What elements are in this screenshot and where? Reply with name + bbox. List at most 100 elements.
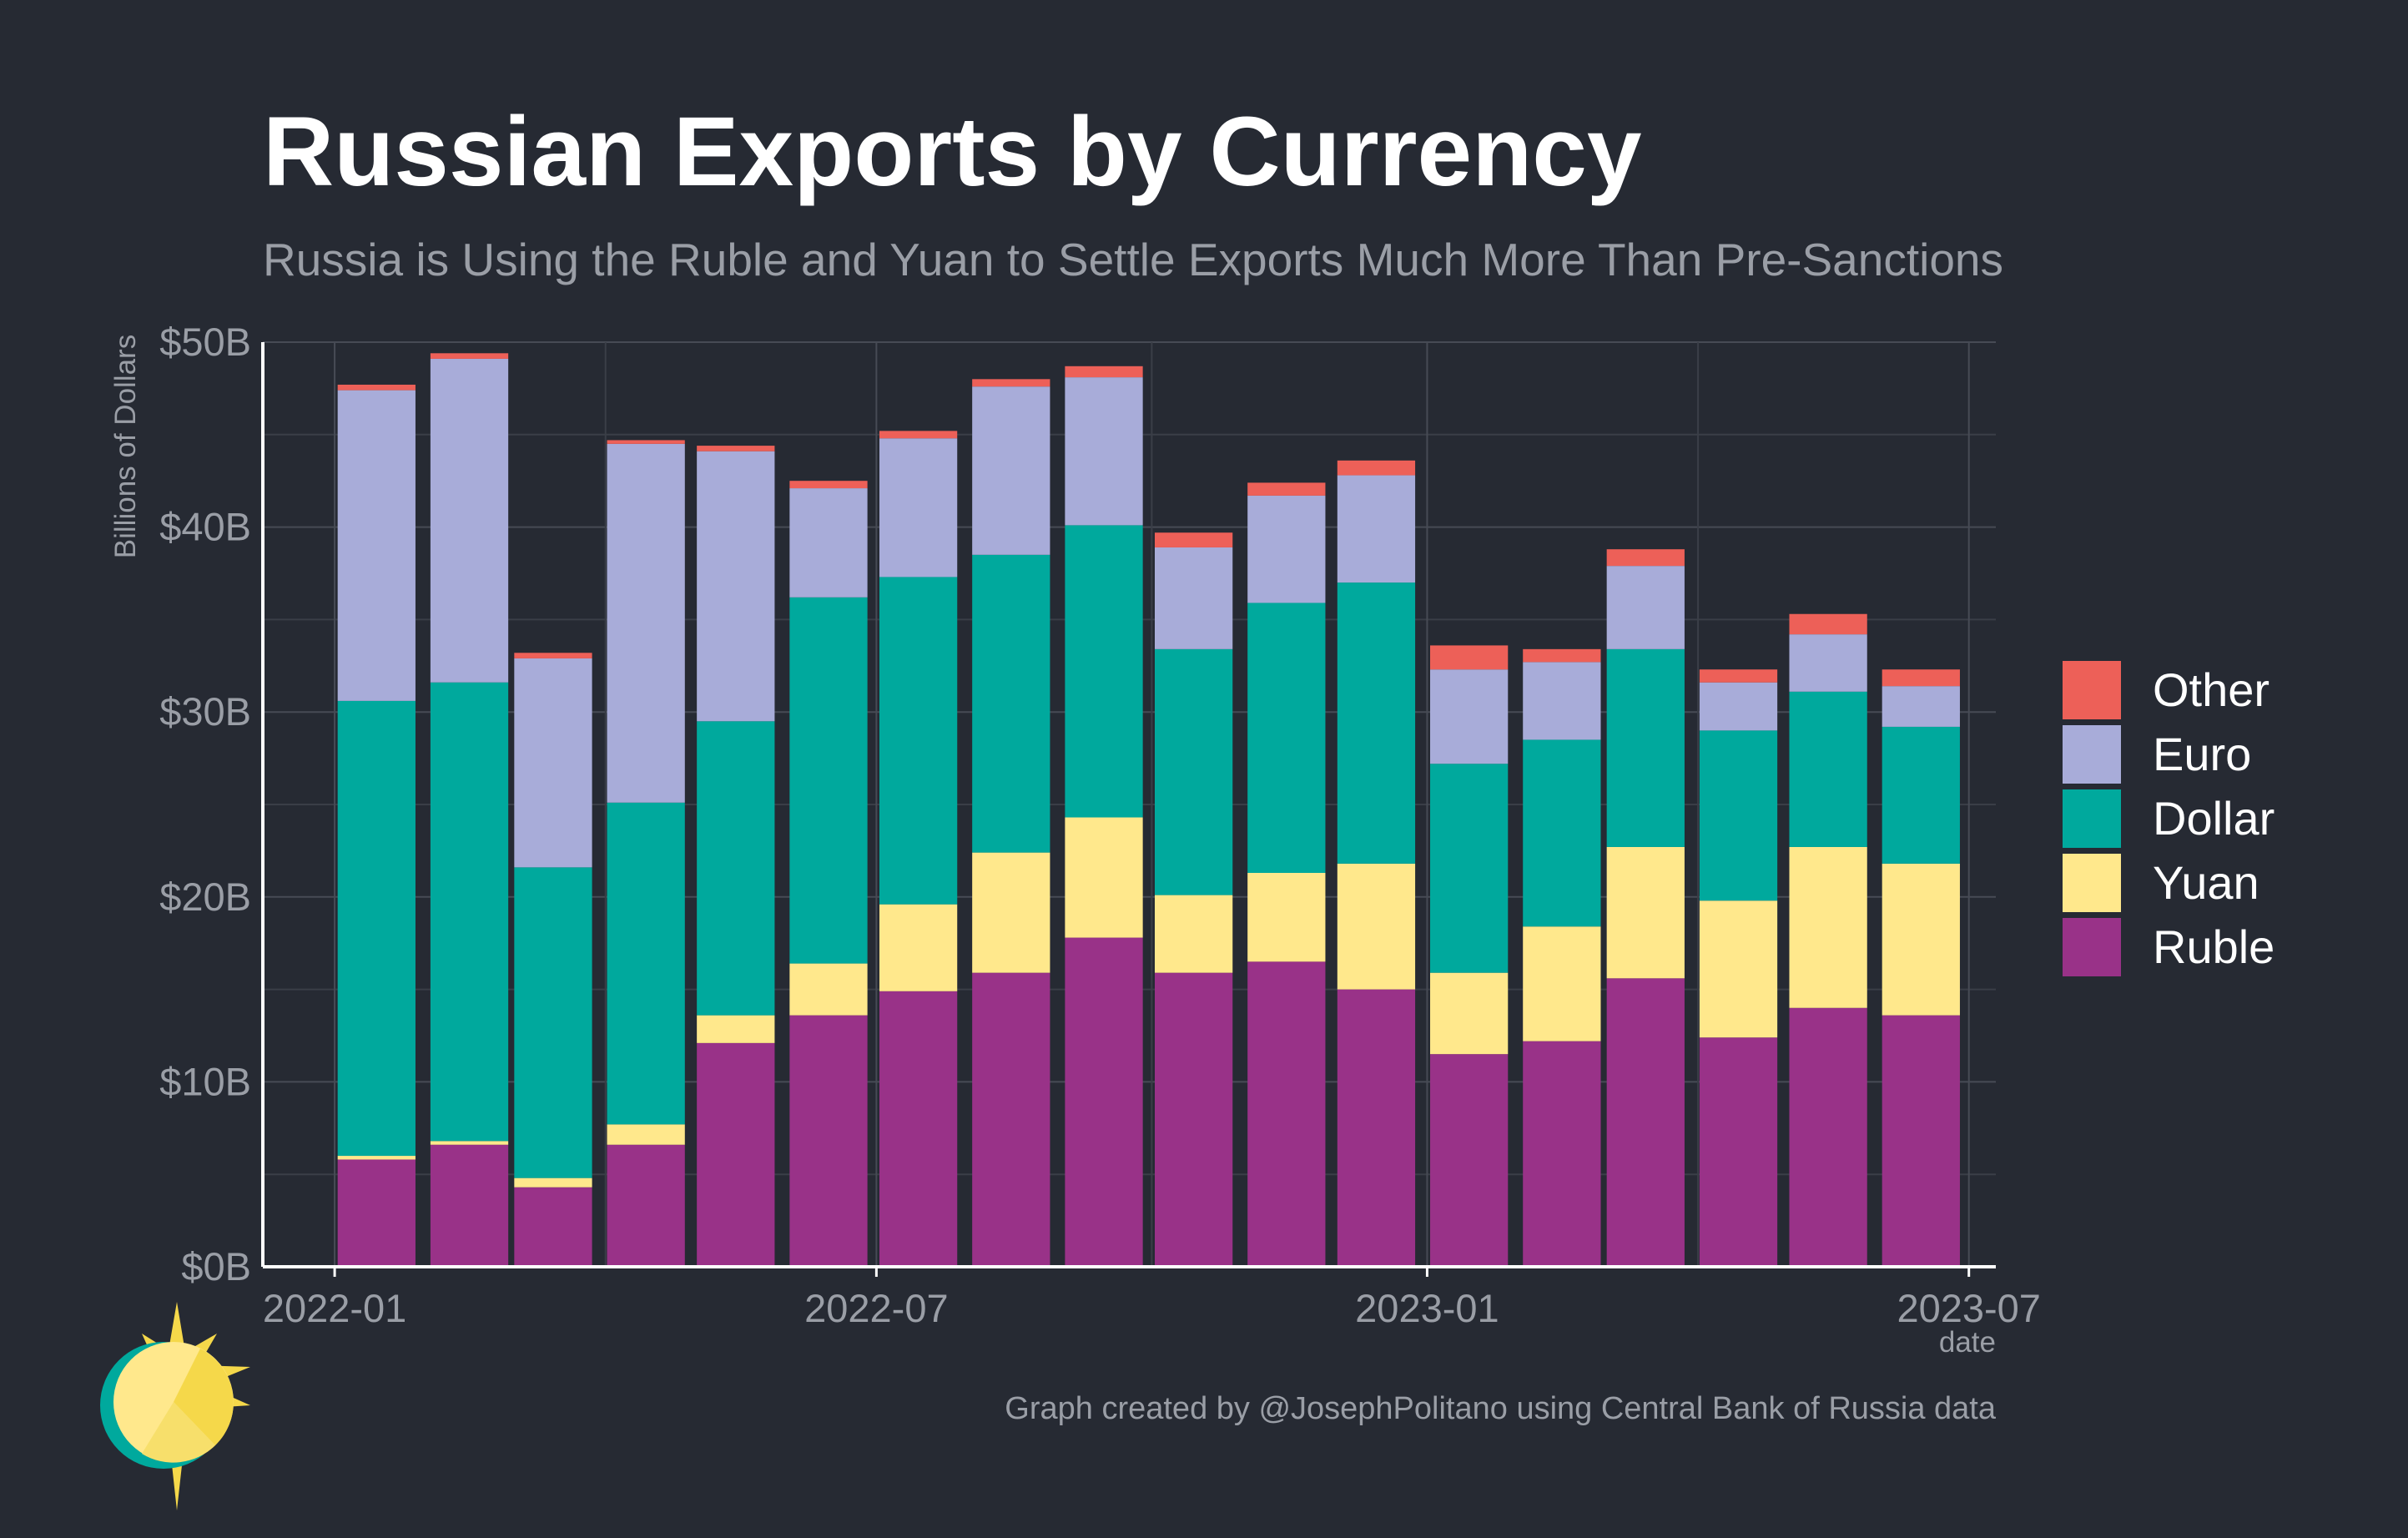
bar-yuan-2022-04 bbox=[607, 1124, 685, 1145]
bar-euro-2022-03 bbox=[514, 658, 592, 868]
bar-dollar-2022-11 bbox=[1247, 603, 1326, 873]
x-axis-label: date bbox=[1939, 1326, 1996, 1359]
bar-euro-2023-02 bbox=[1523, 662, 1601, 740]
y-tick-label: $20B bbox=[159, 875, 251, 919]
bar-yuan-2022-11 bbox=[1247, 872, 1326, 962]
bar-other-2023-06 bbox=[1882, 669, 1960, 687]
legend-swatch-yuan bbox=[2063, 854, 2121, 912]
bar-ruble-2023-03 bbox=[1606, 978, 1685, 1267]
bar-ruble-2022-11 bbox=[1247, 961, 1326, 1267]
bar-yuan-2023-01 bbox=[1430, 972, 1509, 1055]
bar-euro-2022-09 bbox=[1065, 377, 1143, 526]
bar-ruble-2022-08 bbox=[972, 972, 1050, 1267]
bar-dollar-2023-06 bbox=[1882, 726, 1960, 864]
x-tick-label: 2022-01 bbox=[263, 1286, 407, 1330]
bar-euro-2023-01 bbox=[1430, 669, 1509, 764]
legend-swatch-dollar bbox=[2063, 789, 2121, 848]
bar-euro-2022-08 bbox=[972, 386, 1050, 555]
bar-euro-2022-05 bbox=[697, 451, 775, 722]
bar-other-2023-02 bbox=[1523, 648, 1601, 663]
y-tick-label: $30B bbox=[159, 689, 251, 734]
bar-yuan-2023-06 bbox=[1882, 863, 1960, 1016]
bar-yuan-2023-04 bbox=[1699, 900, 1778, 1038]
bar-other-2022-10 bbox=[1154, 532, 1233, 547]
bar-other-2022-11 bbox=[1247, 482, 1326, 496]
bar-other-2022-05 bbox=[697, 446, 775, 451]
bar-yuan-2023-02 bbox=[1523, 926, 1601, 1041]
bar-other-2022-04 bbox=[607, 440, 685, 444]
bar-euro-2023-05 bbox=[1789, 634, 1867, 692]
bar-euro-2023-04 bbox=[1699, 682, 1778, 731]
bar-dollar-2022-12 bbox=[1337, 582, 1416, 864]
bar-dollar-2022-01 bbox=[337, 700, 416, 1157]
bar-dollar-2022-10 bbox=[1154, 648, 1233, 895]
bar-ruble-2022-06 bbox=[789, 1015, 868, 1267]
bar-other-2023-05 bbox=[1789, 613, 1867, 635]
legend-label-yuan: Yuan bbox=[2153, 856, 2259, 909]
bar-ruble-2023-04 bbox=[1699, 1037, 1778, 1267]
bar-ruble-2023-06 bbox=[1882, 1015, 1960, 1267]
bar-ruble-2022-05 bbox=[697, 1042, 775, 1267]
bar-yuan-2022-02 bbox=[430, 1141, 509, 1145]
bar-dollar-2023-05 bbox=[1789, 691, 1867, 847]
legend: Other Euro Dollar Yuan Ruble bbox=[2063, 661, 2275, 976]
bar-dollar-2022-06 bbox=[789, 597, 868, 964]
sun-logo-icon bbox=[100, 1302, 250, 1510]
bar-euro-2022-02 bbox=[430, 358, 509, 683]
axes bbox=[261, 342, 1996, 1268]
bar-dollar-2022-07 bbox=[879, 577, 958, 905]
bar-dollar-2023-01 bbox=[1430, 764, 1509, 973]
legend-swatch-euro bbox=[2063, 725, 2121, 784]
bar-euro-2022-12 bbox=[1337, 475, 1416, 583]
bar-yuan-2022-06 bbox=[789, 963, 868, 1016]
bar-ruble-2022-03 bbox=[514, 1187, 592, 1267]
x-axis-ticks: 2022-01 2022-07 2023-01 2023-07 bbox=[263, 1267, 2041, 1330]
bar-euro-2023-06 bbox=[1882, 686, 1960, 727]
bar-yuan-2022-10 bbox=[1154, 895, 1233, 973]
bar-euro-2022-04 bbox=[607, 443, 685, 803]
bar-series bbox=[337, 353, 1960, 1267]
bar-euro-2022-06 bbox=[789, 488, 868, 598]
legend-label-other: Other bbox=[2153, 663, 2269, 716]
bar-dollar-2022-04 bbox=[607, 802, 685, 1125]
legend-label-dollar: Dollar bbox=[2153, 792, 2275, 845]
bar-other-2022-12 bbox=[1337, 460, 1416, 476]
bar-ruble-2022-04 bbox=[607, 1144, 685, 1267]
legend-swatch-other bbox=[2063, 661, 2121, 719]
bar-dollar-2023-03 bbox=[1606, 648, 1685, 847]
y-tick-label: $10B bbox=[159, 1059, 251, 1103]
y-tick-label: $50B bbox=[159, 320, 251, 364]
bar-ruble-2022-02 bbox=[430, 1144, 509, 1267]
legend-label-ruble: Ruble bbox=[2153, 920, 2275, 973]
bar-euro-2022-01 bbox=[337, 390, 416, 701]
bar-yuan-2022-12 bbox=[1337, 863, 1416, 990]
chart-subtitle: Russia is Using the Ruble and Yuan to Se… bbox=[263, 234, 2003, 285]
legend-swatch-ruble bbox=[2063, 918, 2121, 976]
chart-title: Russian Exports by Currency bbox=[263, 97, 1642, 207]
bar-dollar-2022-03 bbox=[514, 867, 592, 1178]
bar-other-2022-03 bbox=[514, 653, 592, 658]
bar-euro-2023-03 bbox=[1606, 566, 1685, 649]
bar-dollar-2023-02 bbox=[1523, 739, 1601, 927]
bar-euro-2022-11 bbox=[1247, 495, 1326, 603]
y-axis-ticks: $0B $10B $20B $30B $40B $50B bbox=[159, 320, 251, 1288]
bar-ruble-2023-01 bbox=[1430, 1054, 1509, 1267]
y-axis-label: Billions of Dollars bbox=[109, 335, 142, 558]
x-tick-label: 2022-07 bbox=[804, 1286, 949, 1330]
bar-other-2022-01 bbox=[337, 384, 416, 391]
bar-ruble-2022-01 bbox=[337, 1159, 416, 1267]
x-tick-label: 2023-07 bbox=[1897, 1286, 2041, 1330]
bar-yuan-2022-07 bbox=[879, 904, 958, 991]
bar-other-2022-08 bbox=[972, 379, 1050, 387]
bar-dollar-2023-04 bbox=[1699, 730, 1778, 901]
bar-ruble-2023-02 bbox=[1523, 1041, 1601, 1267]
bar-euro-2022-10 bbox=[1154, 547, 1233, 649]
bar-other-2022-02 bbox=[430, 353, 509, 359]
bar-yuan-2022-05 bbox=[697, 1015, 775, 1043]
bar-yuan-2022-08 bbox=[972, 852, 1050, 973]
bar-dollar-2022-08 bbox=[972, 554, 1050, 853]
bar-ruble-2022-12 bbox=[1337, 989, 1416, 1267]
bar-yuan-2022-09 bbox=[1065, 817, 1143, 938]
bar-other-2022-09 bbox=[1065, 366, 1143, 378]
